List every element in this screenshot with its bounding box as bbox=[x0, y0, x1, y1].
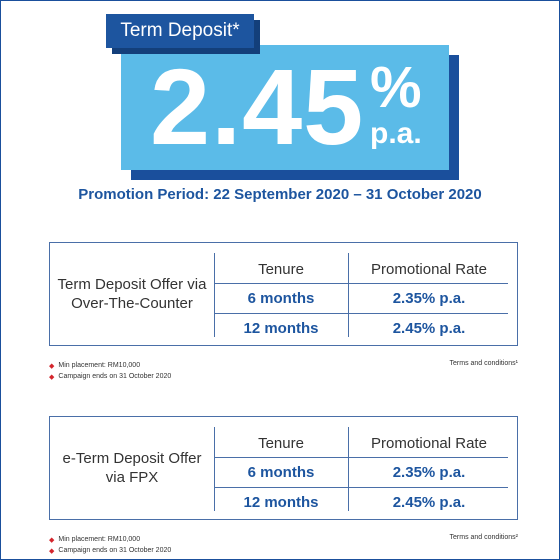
offer-panel-counter: Term Deposit Offer via Over-The-Counter … bbox=[49, 242, 518, 346]
bullet-icon: ◆ bbox=[49, 547, 55, 555]
divider bbox=[214, 457, 508, 458]
column-header-tenure: Tenure bbox=[258, 260, 304, 278]
bullet-icon: ◆ bbox=[49, 373, 55, 381]
note-text: Campaign ends on 31 October 2020 bbox=[58, 547, 172, 554]
rate-cell: 2.35% p.a. bbox=[392, 463, 466, 481]
percent-sign: % bbox=[370, 55, 422, 120]
tenure-cell: 6 months bbox=[247, 289, 315, 307]
tenure-cell: 12 months bbox=[243, 319, 319, 337]
term-deposit-tag: Term Deposit* bbox=[106, 14, 254, 48]
headline-rate: 2.45 bbox=[150, 46, 365, 167]
terms-link[interactable]: Terms and conditions² bbox=[449, 534, 518, 541]
offer-notes: ◆ Min placement: RM10,000 ◆ Campaign ends … bbox=[49, 360, 518, 382]
note-item: ◆ Campaign ends on 31 October 2020 bbox=[49, 545, 518, 556]
divider bbox=[214, 253, 215, 337]
bullet-icon: ◆ bbox=[49, 536, 55, 544]
note-item: ◆ Min placement: RM10,000 bbox=[49, 534, 518, 545]
offer-label: e-Term Deposit Offer via FPX bbox=[62, 450, 202, 486]
column-header-rate: Promotional Rate bbox=[371, 260, 487, 278]
offer-panel-fpx: e-Term Deposit Offer via FPX Tenure Prom… bbox=[49, 416, 518, 520]
note-item: ◆ Campaign ends on 31 October 2020 bbox=[49, 371, 518, 382]
per-annum-label: p.a. bbox=[370, 117, 422, 150]
note-text: Campaign ends on 31 October 2020 bbox=[58, 373, 172, 380]
rate-cell: 2.45% p.a. bbox=[392, 493, 466, 511]
divider bbox=[214, 427, 215, 511]
note-text: Min placement: RM10,000 bbox=[58, 536, 141, 543]
offer-notes: ◆ Min placement: RM10,000 ◆ Campaign ends … bbox=[49, 534, 518, 556]
terms-link[interactable]: Terms and conditions¹ bbox=[449, 360, 518, 367]
divider bbox=[214, 283, 508, 284]
rate-box bbox=[121, 45, 449, 170]
bullet-icon: ◆ bbox=[49, 362, 55, 370]
divider bbox=[348, 427, 349, 511]
promotion-period: Promotion Period: 22 September 2020 – 31… bbox=[78, 186, 482, 203]
divider bbox=[214, 313, 508, 314]
hero-banner: Term Deposit* 2.45 % p.a. bbox=[0, 0, 560, 190]
divider bbox=[348, 253, 349, 337]
note-item: ◆ Min placement: RM10,000 bbox=[49, 360, 518, 371]
tenure-cell: 6 months bbox=[247, 463, 315, 481]
divider bbox=[214, 487, 508, 488]
column-header-tenure: Tenure bbox=[258, 434, 304, 452]
rate-cell: 2.35% p.a. bbox=[392, 289, 466, 307]
column-header-rate: Promotional Rate bbox=[371, 434, 487, 452]
note-text: Min placement: RM10,000 bbox=[58, 362, 141, 369]
offer-label: Term Deposit Offer via Over-The-Counter bbox=[57, 276, 207, 312]
tenure-cell: 12 months bbox=[243, 493, 319, 511]
rate-cell: 2.45% p.a. bbox=[392, 319, 466, 337]
